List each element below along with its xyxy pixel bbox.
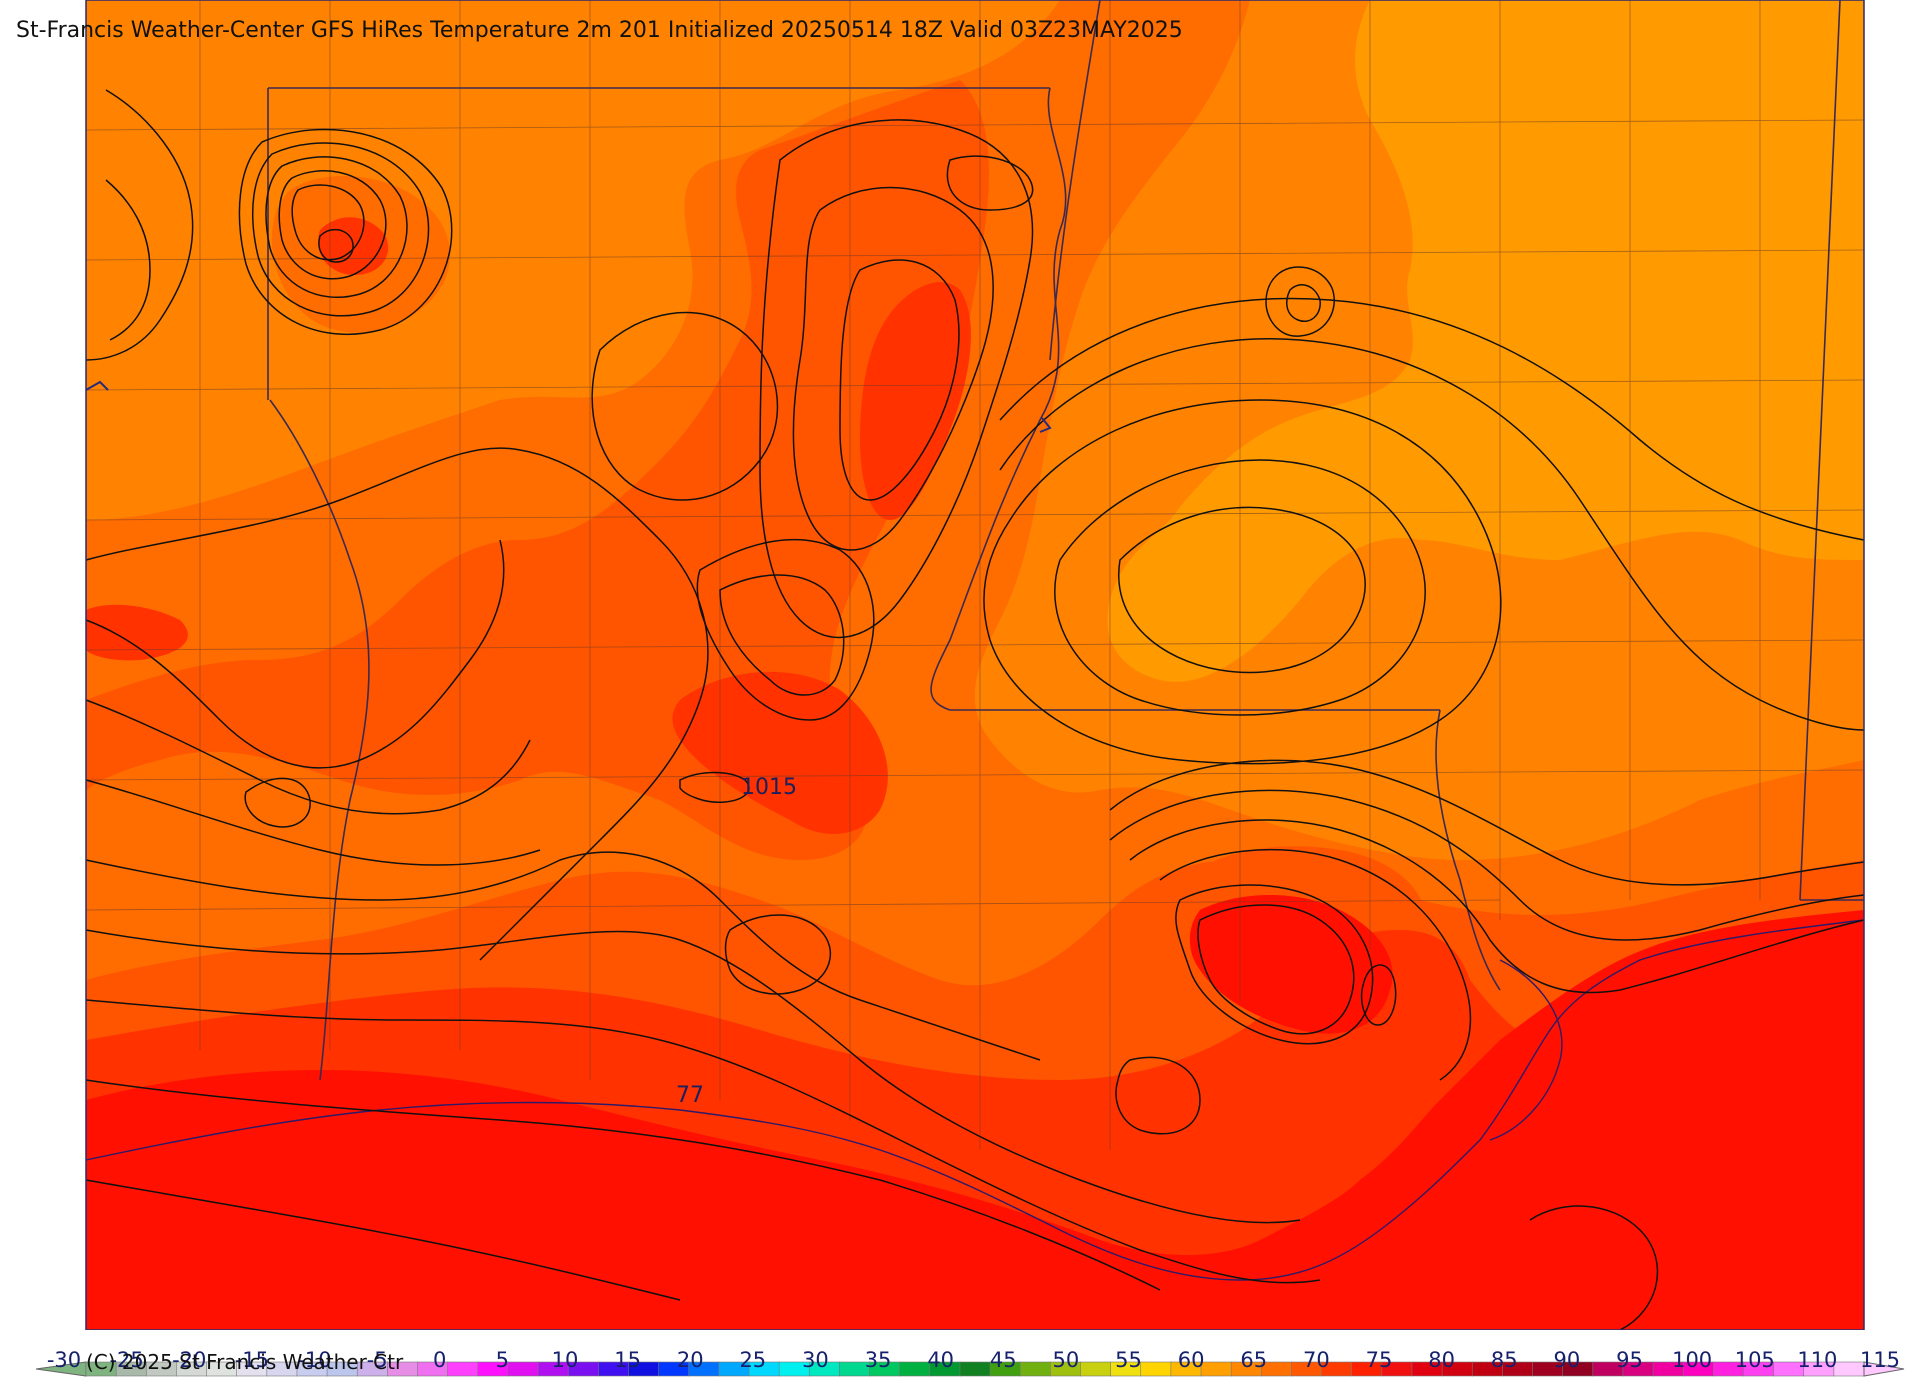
map-title: St-Francis Weather-Center GFS HiRes Temp… bbox=[16, 18, 1183, 43]
colorbar-swatch bbox=[507, 1361, 539, 1377]
temperature-map: 1015 77 bbox=[85, 0, 1865, 1330]
shade-85-gulf bbox=[86, 910, 1864, 1330]
colorbar-swatch bbox=[1200, 1361, 1232, 1377]
colorbar-tick-label: 0 bbox=[433, 1348, 447, 1372]
colorbar-tick-label: 75 bbox=[1365, 1348, 1393, 1372]
county-lines bbox=[85, 0, 1865, 1150]
contours bbox=[85, 89, 1865, 1330]
colorbar-swatch bbox=[1080, 1361, 1112, 1377]
colorbar-tick-label: 95 bbox=[1616, 1348, 1643, 1372]
colorbar-tick-label: 60 bbox=[1177, 1348, 1205, 1372]
colorbar-tick-label: 105 bbox=[1734, 1348, 1775, 1372]
colorbar-tick-label: -25 bbox=[109, 1348, 144, 1372]
colorbar-swatch bbox=[1019, 1361, 1052, 1377]
colorbar-tick-label: 115 bbox=[1859, 1348, 1901, 1372]
colorbar-tick-label: 20 bbox=[676, 1348, 704, 1372]
shade-85-ms-coast bbox=[1189, 895, 1393, 1034]
colorbar-tick-label: 45 bbox=[989, 1348, 1017, 1372]
wind-barbs bbox=[85, 380, 1052, 433]
shade-75-valley bbox=[86, 80, 989, 860]
colorbar-tick-label: -15 bbox=[234, 1348, 270, 1372]
coastline bbox=[85, 919, 1865, 1281]
colorbar-tick-label: -30 bbox=[46, 1348, 82, 1372]
colorbar-tick-label: -20 bbox=[172, 1348, 207, 1372]
colorbar-tick-label: -5 bbox=[366, 1348, 388, 1372]
colorbar-swatch bbox=[899, 1361, 931, 1377]
colorbar-tick-label: 90 bbox=[1553, 1348, 1581, 1372]
colorbar-tick-label: 70 bbox=[1303, 1348, 1330, 1372]
shade-80-ms bbox=[860, 282, 971, 520]
shade-80-tx bbox=[86, 604, 188, 661]
contour-label-1015: 1015 bbox=[741, 775, 797, 800]
colorbar-tick-label: 100 bbox=[1672, 1348, 1713, 1372]
colorbar-tick-label: 80 bbox=[1428, 1348, 1456, 1372]
colorbar-tick-label: 55 bbox=[1115, 1348, 1142, 1372]
colorbar-tick-label: 10 bbox=[551, 1348, 579, 1372]
colorbar-tick-label: 15 bbox=[614, 1348, 641, 1372]
colorbar-tick-label: 30 bbox=[802, 1348, 829, 1372]
colorbar-tick-label: 5 bbox=[495, 1348, 510, 1372]
map-frame bbox=[85, 0, 1865, 1330]
colorbar-tick-label: -10 bbox=[297, 1348, 332, 1372]
temperature-colorbar bbox=[35, 1361, 1905, 1377]
colorbar-tick-label: 50 bbox=[1052, 1348, 1080, 1372]
colorbar-swatch bbox=[959, 1361, 991, 1377]
colorbar-swatch bbox=[447, 1361, 479, 1377]
colorbar-tick-label: 65 bbox=[1240, 1348, 1268, 1372]
contour-label-77: 77 bbox=[676, 1083, 704, 1108]
colorbar-swatch bbox=[1140, 1361, 1172, 1377]
colorbar-tick-label: 85 bbox=[1490, 1348, 1518, 1372]
colorbar-tick-label: 110 bbox=[1797, 1348, 1838, 1372]
colorbar-over-arrow bbox=[1863, 1361, 1905, 1377]
colorbar-tick-label: 40 bbox=[927, 1348, 955, 1372]
colorbar-tick-label: 25 bbox=[739, 1348, 767, 1372]
colorbar-tick-label: 35 bbox=[864, 1348, 892, 1372]
copyright-notice: (C) 2025 St Francis Weather Ctr bbox=[86, 1350, 404, 1374]
